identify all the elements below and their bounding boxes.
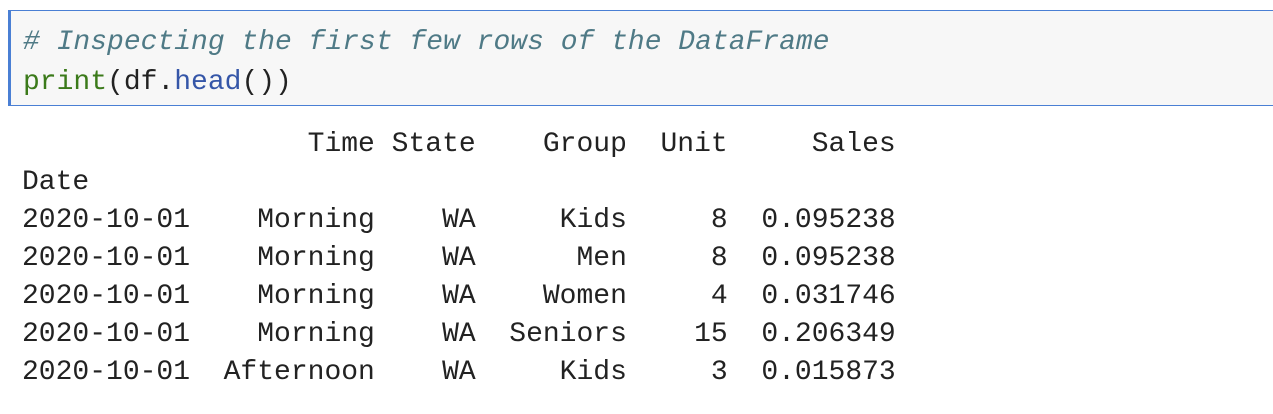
- code-cell[interactable]: # Inspecting the first few rows of the D…: [8, 10, 1273, 106]
- code-token: print: [23, 67, 108, 98]
- table-cell: Morning: [257, 281, 375, 312]
- row-index: 2020-10-01: [22, 319, 191, 350]
- table-cell: Kids: [559, 357, 627, 388]
- table-cell: Morning: [257, 205, 375, 236]
- column-header: Time: [307, 129, 375, 160]
- index-name: Date: [22, 167, 90, 198]
- table-cell: WA: [442, 281, 476, 312]
- column-header: State: [391, 129, 476, 160]
- table-cell: Morning: [257, 243, 375, 274]
- table-cell: WA: [442, 205, 476, 236]
- table-cell: 0.206349: [761, 319, 896, 350]
- table-cell: Morning: [257, 319, 375, 350]
- table-cell: WA: [442, 357, 476, 388]
- table-cell: Seniors: [509, 319, 627, 350]
- column-header: Group: [542, 129, 627, 160]
- row-index: 2020-10-01: [22, 205, 191, 236]
- table-cell: 0.095238: [761, 243, 896, 274]
- code-comment: # Inspecting the first few rows of the D…: [23, 27, 830, 58]
- table-cell: Women: [542, 281, 627, 312]
- code-token: ()): [241, 67, 292, 98]
- code-token: (df.: [107, 67, 175, 98]
- table-cell: WA: [442, 243, 476, 274]
- table-cell: 0.031746: [761, 281, 896, 312]
- table-cell: WA: [442, 319, 476, 350]
- row-index: 2020-10-01: [22, 357, 191, 388]
- code-token: head: [174, 67, 242, 98]
- table-cell: Kids: [559, 205, 627, 236]
- column-header: Unit: [660, 129, 728, 160]
- cell-output: Time State Group Unit Sales Date 2020-10-01 Mor…: [22, 126, 896, 406]
- table-cell: 8: [710, 243, 728, 274]
- table-cell: Men: [576, 243, 627, 274]
- row-index: 2020-10-01: [22, 281, 191, 312]
- table-cell: 0.015873: [761, 357, 896, 388]
- row-index: 2020-10-01: [22, 243, 191, 274]
- table-cell: 3: [710, 357, 728, 388]
- table-cell: 15: [694, 319, 728, 350]
- table-cell: 8: [710, 205, 728, 236]
- table-cell: Afternoon: [223, 357, 375, 388]
- column-header: Sales: [811, 129, 896, 160]
- code-line: print(df.head()): [23, 63, 292, 103]
- table-cell: 4: [710, 281, 728, 312]
- table-cell: 0.095238: [761, 205, 896, 236]
